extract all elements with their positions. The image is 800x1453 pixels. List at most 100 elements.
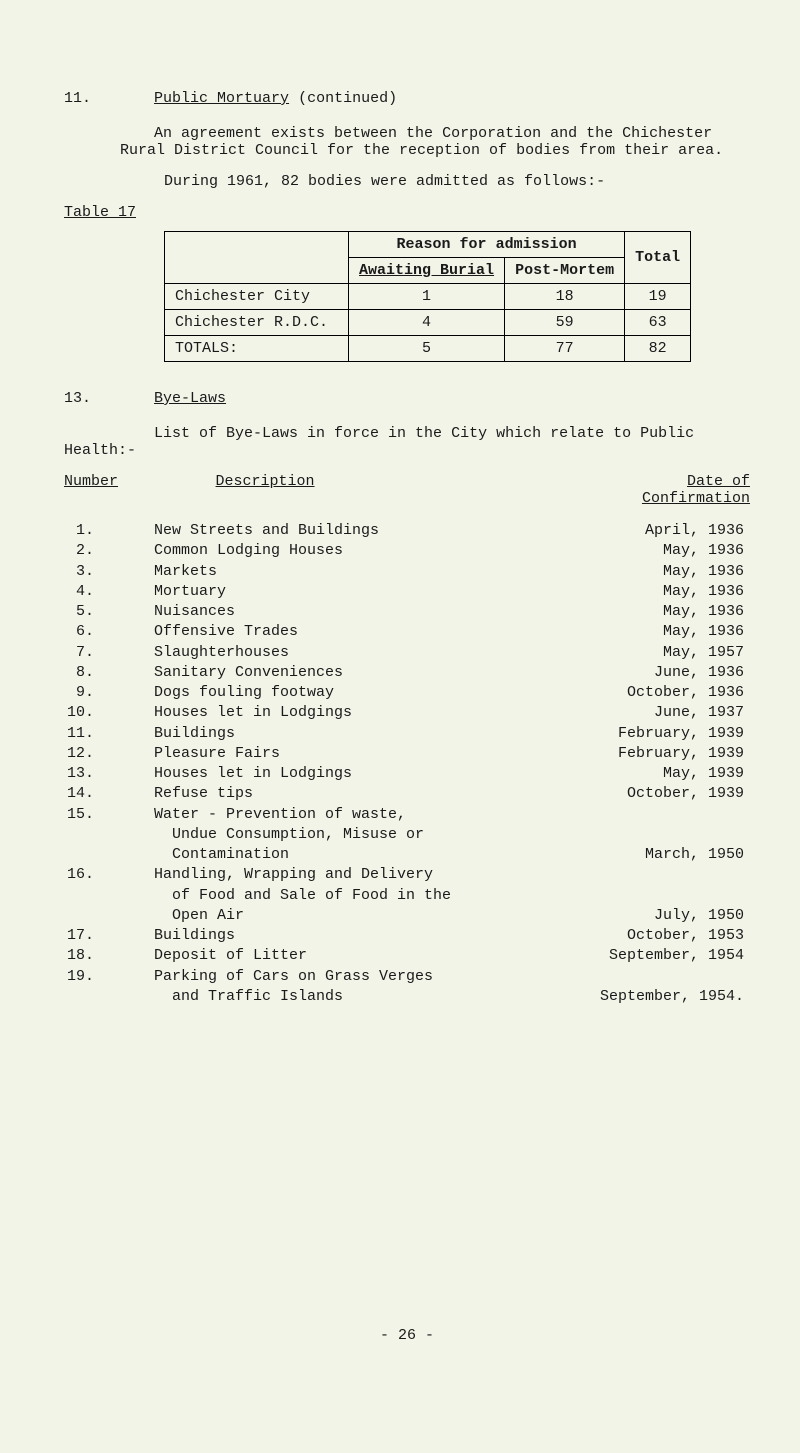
table-cell: 1 <box>349 284 505 310</box>
list-item-number <box>64 906 154 926</box>
list-item-number: 6. <box>64 622 154 642</box>
list-item-number: 4. <box>64 582 154 602</box>
list-item: 8.Sanitary ConveniencesJune, 1936 <box>64 663 750 683</box>
list-item-description: Mortuary <box>154 582 544 602</box>
table-cell: 19 <box>625 284 691 310</box>
list-item: and Traffic IslandsSeptember, 1954. <box>64 987 750 1007</box>
list-item-number: 13. <box>64 764 154 784</box>
list-item-date: May, 1957 <box>544 643 744 663</box>
list-item-description: Buildings <box>154 724 544 744</box>
section-13-intro: List of Bye-Laws in force in the City wh… <box>64 425 750 459</box>
list-item-description: Houses let in Lodgings <box>154 764 544 784</box>
list-item-description: Deposit of Litter <box>154 946 544 966</box>
list-item-date: May, 1936 <box>544 541 744 561</box>
list-item: 13.Houses let in LodgingsMay, 1939 <box>64 764 750 784</box>
list-item: 16.Handling, Wrapping and Delivery <box>64 865 750 885</box>
list-item-number <box>64 825 154 845</box>
list-item: 12.Pleasure FairsFebruary, 1939 <box>64 744 750 764</box>
list-item: 3.MarketsMay, 1936 <box>64 562 750 582</box>
list-item: 6.Offensive TradesMay, 1936 <box>64 622 750 642</box>
table-header-postmortem: Post-Mortem <box>505 258 625 284</box>
table-row: Reason for admission Total <box>165 232 691 258</box>
table-cell-label: Chichester R.D.C. <box>165 310 349 336</box>
list-item: 1.New Streets and BuildingsApril, 1936 <box>64 521 750 541</box>
list-item-description: Pleasure Fairs <box>154 744 544 764</box>
list-item-number <box>64 987 154 1007</box>
col-header-date-1: Date of <box>687 473 750 490</box>
list-item-number: 8. <box>64 663 154 683</box>
section-11-para-2: During 1961, 82 bodies were admitted as … <box>164 173 750 190</box>
section-13-number: 13. <box>64 390 91 407</box>
list-item-date: September, 1954 <box>544 946 744 966</box>
list-item-description: Dogs fouling footway <box>154 683 544 703</box>
list-item: 14.Refuse tipsOctober, 1939 <box>64 784 750 804</box>
list-item-description: Buildings <box>154 926 544 946</box>
list-item-number: 3. <box>64 562 154 582</box>
table-header-awaiting: Awaiting Burial <box>359 262 494 279</box>
table-cell-label: Chichester City <box>165 284 349 310</box>
section-11-title: Public Mortuary <box>154 90 289 107</box>
list-item-date: July, 1950 <box>544 906 744 926</box>
table-cell: 63 <box>625 310 691 336</box>
page-number: - 26 - <box>64 1327 750 1344</box>
intro-line-1: List of Bye-Laws in force in the City wh… <box>154 425 694 442</box>
list-item-description: Water - Prevention of waste, <box>154 805 544 825</box>
list-item-description: Nuisances <box>154 602 544 622</box>
bye-laws-list-header: Number Description Date of Confirmation <box>64 473 750 507</box>
list-item-description: Slaughterhouses <box>154 643 544 663</box>
list-item-description: Refuse tips <box>154 784 544 804</box>
list-item-number: 5. <box>64 602 154 622</box>
table-17-label: Table 17 <box>64 204 136 221</box>
table-row-totals: TOTALS: 5 77 82 <box>165 336 691 362</box>
list-item-date: October, 1936 <box>544 683 744 703</box>
list-item-date: October, 1953 <box>544 926 744 946</box>
list-item-date: March, 1950 <box>544 845 744 865</box>
list-item-number: 19. <box>64 967 154 987</box>
list-item-description: of Food and Sale of Food in the <box>154 886 544 906</box>
list-item-date: May, 1936 <box>544 602 744 622</box>
list-item-date: May, 1939 <box>544 764 744 784</box>
list-item: Undue Consumption, Misuse or <box>64 825 750 845</box>
table-totals-label: TOTALS: <box>165 336 349 362</box>
para2-text: During 1961, 82 bodies were admitted as … <box>164 173 605 190</box>
col-header-number: Number <box>64 473 118 490</box>
list-item: 5.NuisancesMay, 1936 <box>64 602 750 622</box>
list-item-number <box>64 845 154 865</box>
table-header-reason: Reason for admission <box>349 232 625 258</box>
list-item-date <box>544 967 744 987</box>
list-item: 2.Common Lodging HousesMay, 1936 <box>64 541 750 561</box>
table-cell: 5 <box>349 336 505 362</box>
section-11-number: 11. <box>64 90 91 107</box>
list-item: 15.Water - Prevention of waste, <box>64 805 750 825</box>
page: 11. Public Mortuary (continued) An agree… <box>0 0 800 1394</box>
list-item-description: Parking of Cars on Grass Verges <box>154 967 544 987</box>
list-item-number: 9. <box>64 683 154 703</box>
list-item-number: 1. <box>64 521 154 541</box>
list-item-date: May, 1936 <box>544 562 744 582</box>
table-header-total: Total <box>625 232 691 284</box>
col-header-description: Description <box>216 473 315 490</box>
list-item-date: June, 1937 <box>544 703 744 723</box>
list-item-description: Markets <box>154 562 544 582</box>
list-item: 11.BuildingsFebruary, 1939 <box>64 724 750 744</box>
table-cell: 59 <box>505 310 625 336</box>
list-item-number: 14. <box>64 784 154 804</box>
table-row: Chichester City 1 18 19 <box>165 284 691 310</box>
list-item-description: Open Air <box>154 906 544 926</box>
list-item: 9.Dogs fouling footwayOctober, 1936 <box>64 683 750 703</box>
list-item: 4.MortuaryMay, 1936 <box>64 582 750 602</box>
list-item-number: 2. <box>64 541 154 561</box>
list-item: 10.Houses let in LodgingsJune, 1937 <box>64 703 750 723</box>
list-item-description: Undue Consumption, Misuse or <box>154 825 544 845</box>
list-item-number: 15. <box>64 805 154 825</box>
list-item-date: October, 1939 <box>544 784 744 804</box>
list-item-date <box>544 865 744 885</box>
list-item-date: May, 1936 <box>544 622 744 642</box>
list-item-number: 16. <box>64 865 154 885</box>
table-cell: 4 <box>349 310 505 336</box>
list-item-number <box>64 886 154 906</box>
list-item-number: 18. <box>64 946 154 966</box>
list-item-date: April, 1936 <box>544 521 744 541</box>
list-item: Open AirJuly, 1950 <box>64 906 750 926</box>
list-item-number: 7. <box>64 643 154 663</box>
